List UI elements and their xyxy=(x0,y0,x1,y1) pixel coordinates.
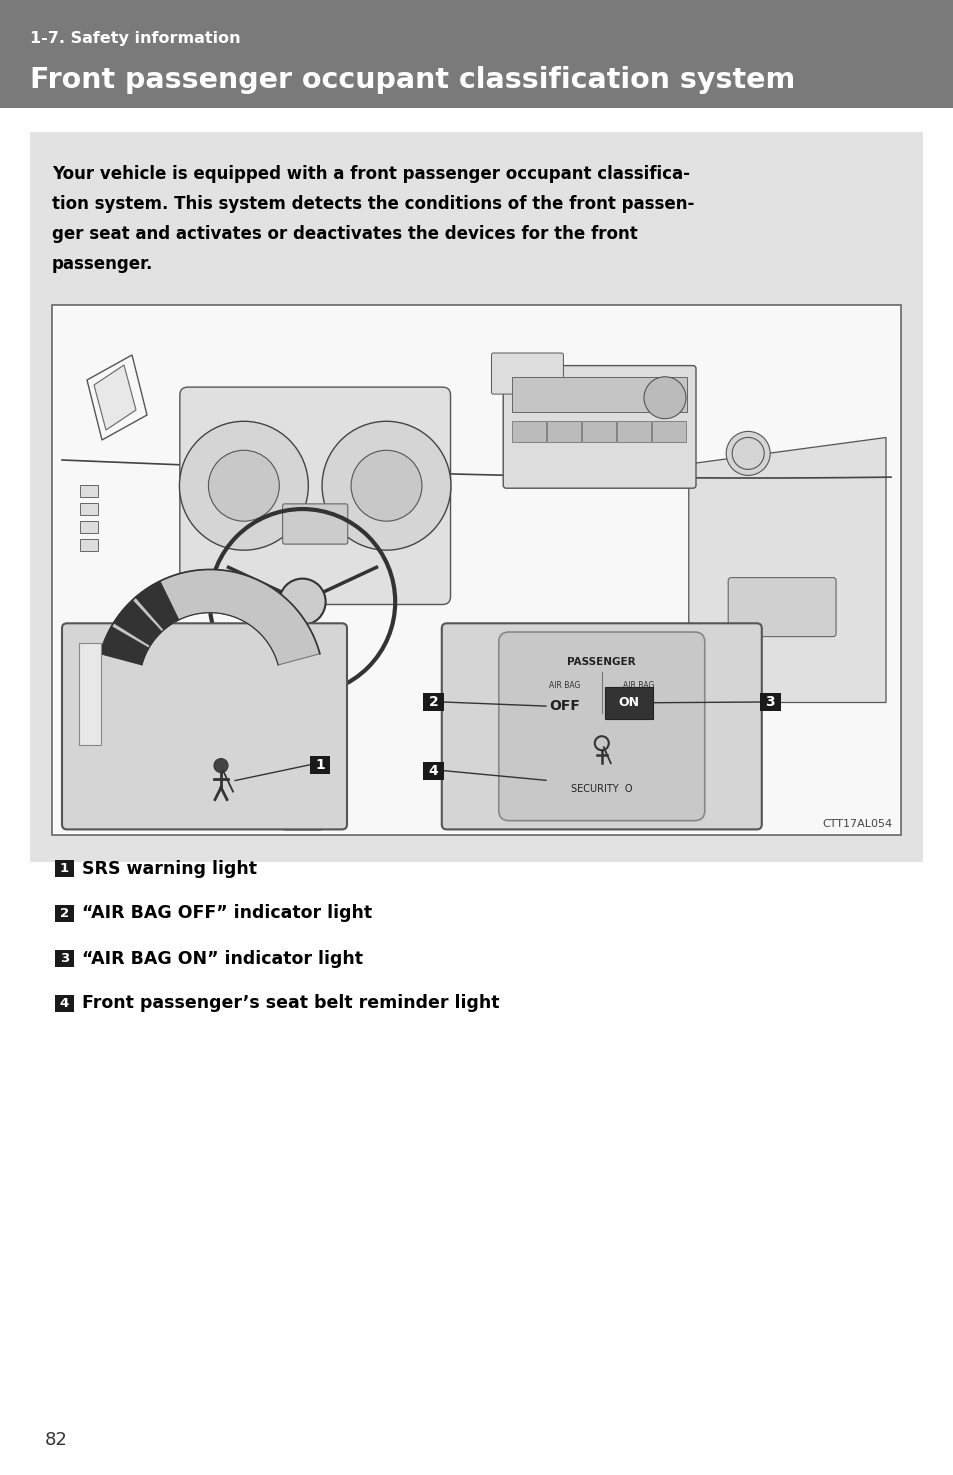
Text: SRS warning light: SRS warning light xyxy=(82,860,256,878)
Text: 1-7. Safety information: 1-7. Safety information xyxy=(30,31,240,46)
Text: 3: 3 xyxy=(60,951,69,965)
Text: Front passenger’s seat belt reminder light: Front passenger’s seat belt reminder lig… xyxy=(82,994,499,1012)
Text: 2: 2 xyxy=(60,907,69,920)
Bar xyxy=(512,420,545,442)
Text: SECURITY  O: SECURITY O xyxy=(571,783,632,794)
Circle shape xyxy=(725,431,769,475)
Text: Front passenger occupant classification system: Front passenger occupant classification … xyxy=(30,66,795,94)
FancyBboxPatch shape xyxy=(727,578,835,637)
Polygon shape xyxy=(113,653,302,823)
Text: AIR BAG: AIR BAG xyxy=(548,681,579,690)
Circle shape xyxy=(208,450,279,521)
Text: “AIR BAG OFF” indicator light: “AIR BAG OFF” indicator light xyxy=(82,904,372,922)
Circle shape xyxy=(351,450,421,521)
Text: tion system. This system detects the conditions of the front passen-: tion system. This system detects the con… xyxy=(52,195,694,212)
FancyBboxPatch shape xyxy=(62,624,347,829)
Text: CTT17AL054: CTT17AL054 xyxy=(822,819,892,829)
Circle shape xyxy=(179,422,308,550)
Circle shape xyxy=(213,758,228,773)
FancyBboxPatch shape xyxy=(180,386,450,605)
Text: Your vehicle is equipped with a front passenger occupant classifica-: Your vehicle is equipped with a front pa… xyxy=(52,165,689,183)
Text: OFF: OFF xyxy=(549,699,579,712)
Bar xyxy=(759,693,780,711)
Text: 4: 4 xyxy=(428,764,437,777)
FancyBboxPatch shape xyxy=(491,353,563,394)
Polygon shape xyxy=(113,600,162,646)
Text: “AIR BAG ON” indicator light: “AIR BAG ON” indicator light xyxy=(82,950,363,968)
Bar xyxy=(55,860,74,878)
Circle shape xyxy=(279,578,325,625)
Polygon shape xyxy=(94,364,136,431)
Bar xyxy=(422,693,443,711)
Bar xyxy=(52,305,900,835)
Bar xyxy=(547,420,580,442)
Polygon shape xyxy=(100,569,319,665)
Text: 1: 1 xyxy=(314,758,325,771)
FancyBboxPatch shape xyxy=(502,366,696,488)
Bar xyxy=(422,761,443,780)
Text: AIR BAG: AIR BAG xyxy=(622,681,654,690)
Text: 4: 4 xyxy=(60,997,69,1010)
Bar xyxy=(581,420,615,442)
FancyBboxPatch shape xyxy=(441,624,761,829)
Polygon shape xyxy=(135,581,179,630)
Bar xyxy=(79,643,101,745)
Text: ON: ON xyxy=(618,696,639,709)
Bar xyxy=(55,906,74,922)
Polygon shape xyxy=(100,627,149,665)
Circle shape xyxy=(322,422,451,550)
Bar xyxy=(55,996,74,1012)
Bar xyxy=(30,131,923,861)
Bar xyxy=(80,538,98,552)
FancyBboxPatch shape xyxy=(604,686,652,718)
Text: 3: 3 xyxy=(764,695,774,709)
Bar xyxy=(55,950,74,968)
Bar xyxy=(80,485,98,497)
Polygon shape xyxy=(688,438,885,702)
Bar xyxy=(80,521,98,532)
Circle shape xyxy=(731,438,763,469)
Bar xyxy=(512,376,686,412)
Bar xyxy=(54,307,898,833)
Polygon shape xyxy=(270,658,335,830)
Text: PASSENGER: PASSENGER xyxy=(567,658,636,667)
Polygon shape xyxy=(451,630,595,823)
Text: ger seat and activates or deactivates the devices for the front: ger seat and activates or deactivates th… xyxy=(52,226,638,243)
Bar xyxy=(80,503,98,515)
FancyBboxPatch shape xyxy=(498,631,704,820)
FancyBboxPatch shape xyxy=(282,504,348,544)
Bar xyxy=(617,420,650,442)
Text: 82: 82 xyxy=(45,1431,68,1448)
Circle shape xyxy=(643,376,685,419)
Text: 1: 1 xyxy=(60,861,69,875)
Text: 2: 2 xyxy=(428,695,437,709)
Bar xyxy=(651,420,685,442)
Bar xyxy=(0,0,953,108)
Bar xyxy=(310,755,330,774)
Text: passenger.: passenger. xyxy=(52,255,153,273)
